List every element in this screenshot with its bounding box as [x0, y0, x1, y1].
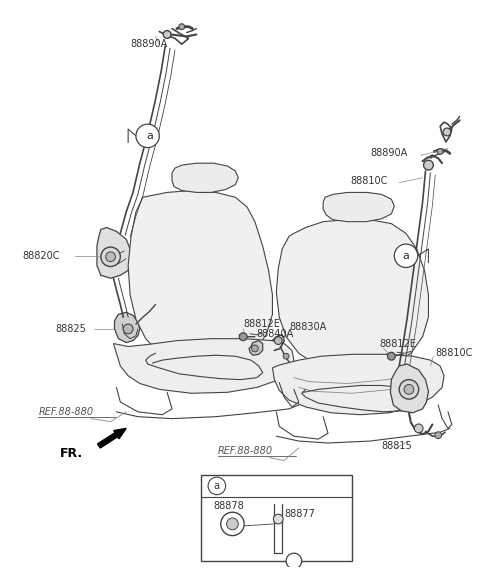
- Polygon shape: [276, 220, 429, 371]
- Circle shape: [179, 24, 185, 30]
- Text: 88810C: 88810C: [350, 176, 388, 186]
- Circle shape: [123, 324, 133, 334]
- Circle shape: [423, 160, 433, 170]
- Circle shape: [283, 354, 289, 359]
- Polygon shape: [273, 354, 444, 415]
- Circle shape: [414, 424, 423, 433]
- Polygon shape: [172, 163, 238, 192]
- Text: FR.: FR.: [60, 447, 83, 460]
- Polygon shape: [323, 192, 394, 222]
- Text: 88830A: 88830A: [289, 322, 326, 332]
- Text: 88810C: 88810C: [435, 348, 473, 358]
- Text: a: a: [403, 251, 409, 261]
- Circle shape: [399, 379, 419, 399]
- FancyArrow shape: [97, 428, 126, 448]
- Circle shape: [106, 252, 116, 262]
- Text: 88825: 88825: [55, 324, 86, 334]
- Text: 88820C: 88820C: [23, 251, 60, 261]
- Circle shape: [274, 514, 283, 524]
- Text: REF.88-880: REF.88-880: [38, 407, 94, 417]
- Circle shape: [227, 518, 238, 530]
- Polygon shape: [113, 339, 294, 393]
- Polygon shape: [97, 227, 130, 278]
- Circle shape: [286, 553, 302, 569]
- Circle shape: [404, 385, 414, 394]
- Circle shape: [240, 333, 247, 340]
- Circle shape: [275, 337, 282, 344]
- Text: 88815: 88815: [382, 441, 412, 451]
- Circle shape: [221, 512, 244, 536]
- Text: a: a: [146, 131, 153, 141]
- Bar: [201, 475, 352, 561]
- Text: REF.88-880: REF.88-880: [218, 446, 273, 456]
- Text: 88812E: 88812E: [243, 319, 280, 329]
- Text: 88812E: 88812E: [380, 339, 417, 348]
- Circle shape: [252, 345, 258, 352]
- Text: 88840A: 88840A: [257, 329, 294, 339]
- Text: 88877: 88877: [284, 509, 315, 519]
- Circle shape: [443, 128, 451, 136]
- Polygon shape: [128, 191, 273, 362]
- Circle shape: [136, 124, 159, 148]
- Polygon shape: [249, 340, 263, 355]
- Text: 88890A: 88890A: [130, 39, 168, 49]
- Circle shape: [437, 149, 443, 154]
- Text: a: a: [214, 481, 220, 491]
- Circle shape: [387, 352, 396, 360]
- Text: 88878: 88878: [213, 501, 244, 511]
- Circle shape: [208, 477, 226, 495]
- Circle shape: [163, 30, 171, 38]
- Polygon shape: [390, 364, 429, 413]
- Circle shape: [101, 247, 120, 266]
- Polygon shape: [115, 312, 140, 343]
- Circle shape: [394, 244, 418, 267]
- Circle shape: [435, 432, 442, 439]
- Text: 88890A: 88890A: [370, 149, 407, 158]
